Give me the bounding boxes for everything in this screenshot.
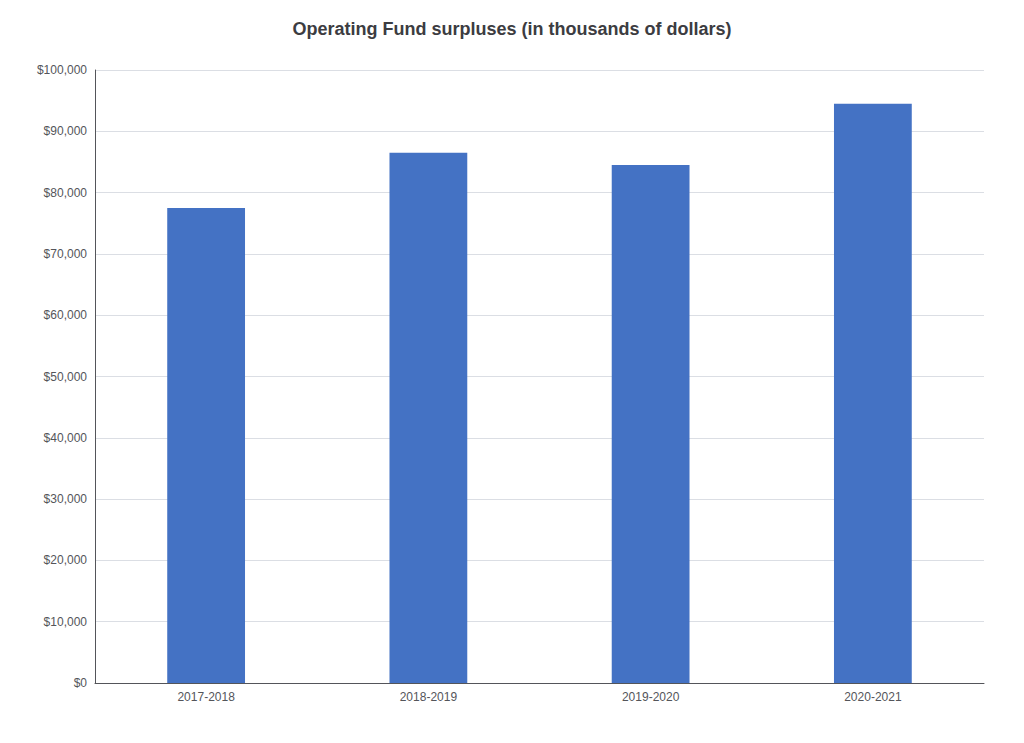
svg-text:$50,000: $50,000 [44,370,88,384]
svg-text:2020-2021: 2020-2021 [844,690,902,704]
svg-text:$60,000: $60,000 [44,308,88,322]
svg-text:$90,000: $90,000 [44,124,88,138]
svg-text:$20,000: $20,000 [44,553,88,567]
svg-text:$0: $0 [74,676,88,690]
svg-text:2017-2018: 2017-2018 [177,690,235,704]
svg-text:2019-2020: 2019-2020 [622,690,680,704]
svg-text:$100,000: $100,000 [37,63,87,77]
svg-text:Operating Fund surpluses (in t: Operating Fund surpluses (in thousands o… [292,19,731,39]
svg-text:$40,000: $40,000 [44,431,88,445]
svg-text:2018-2019: 2018-2019 [400,690,458,704]
svg-text:$30,000: $30,000 [44,492,88,506]
svg-text:$80,000: $80,000 [44,186,88,200]
svg-text:$70,000: $70,000 [44,247,88,261]
svg-text:$10,000: $10,000 [44,615,88,629]
